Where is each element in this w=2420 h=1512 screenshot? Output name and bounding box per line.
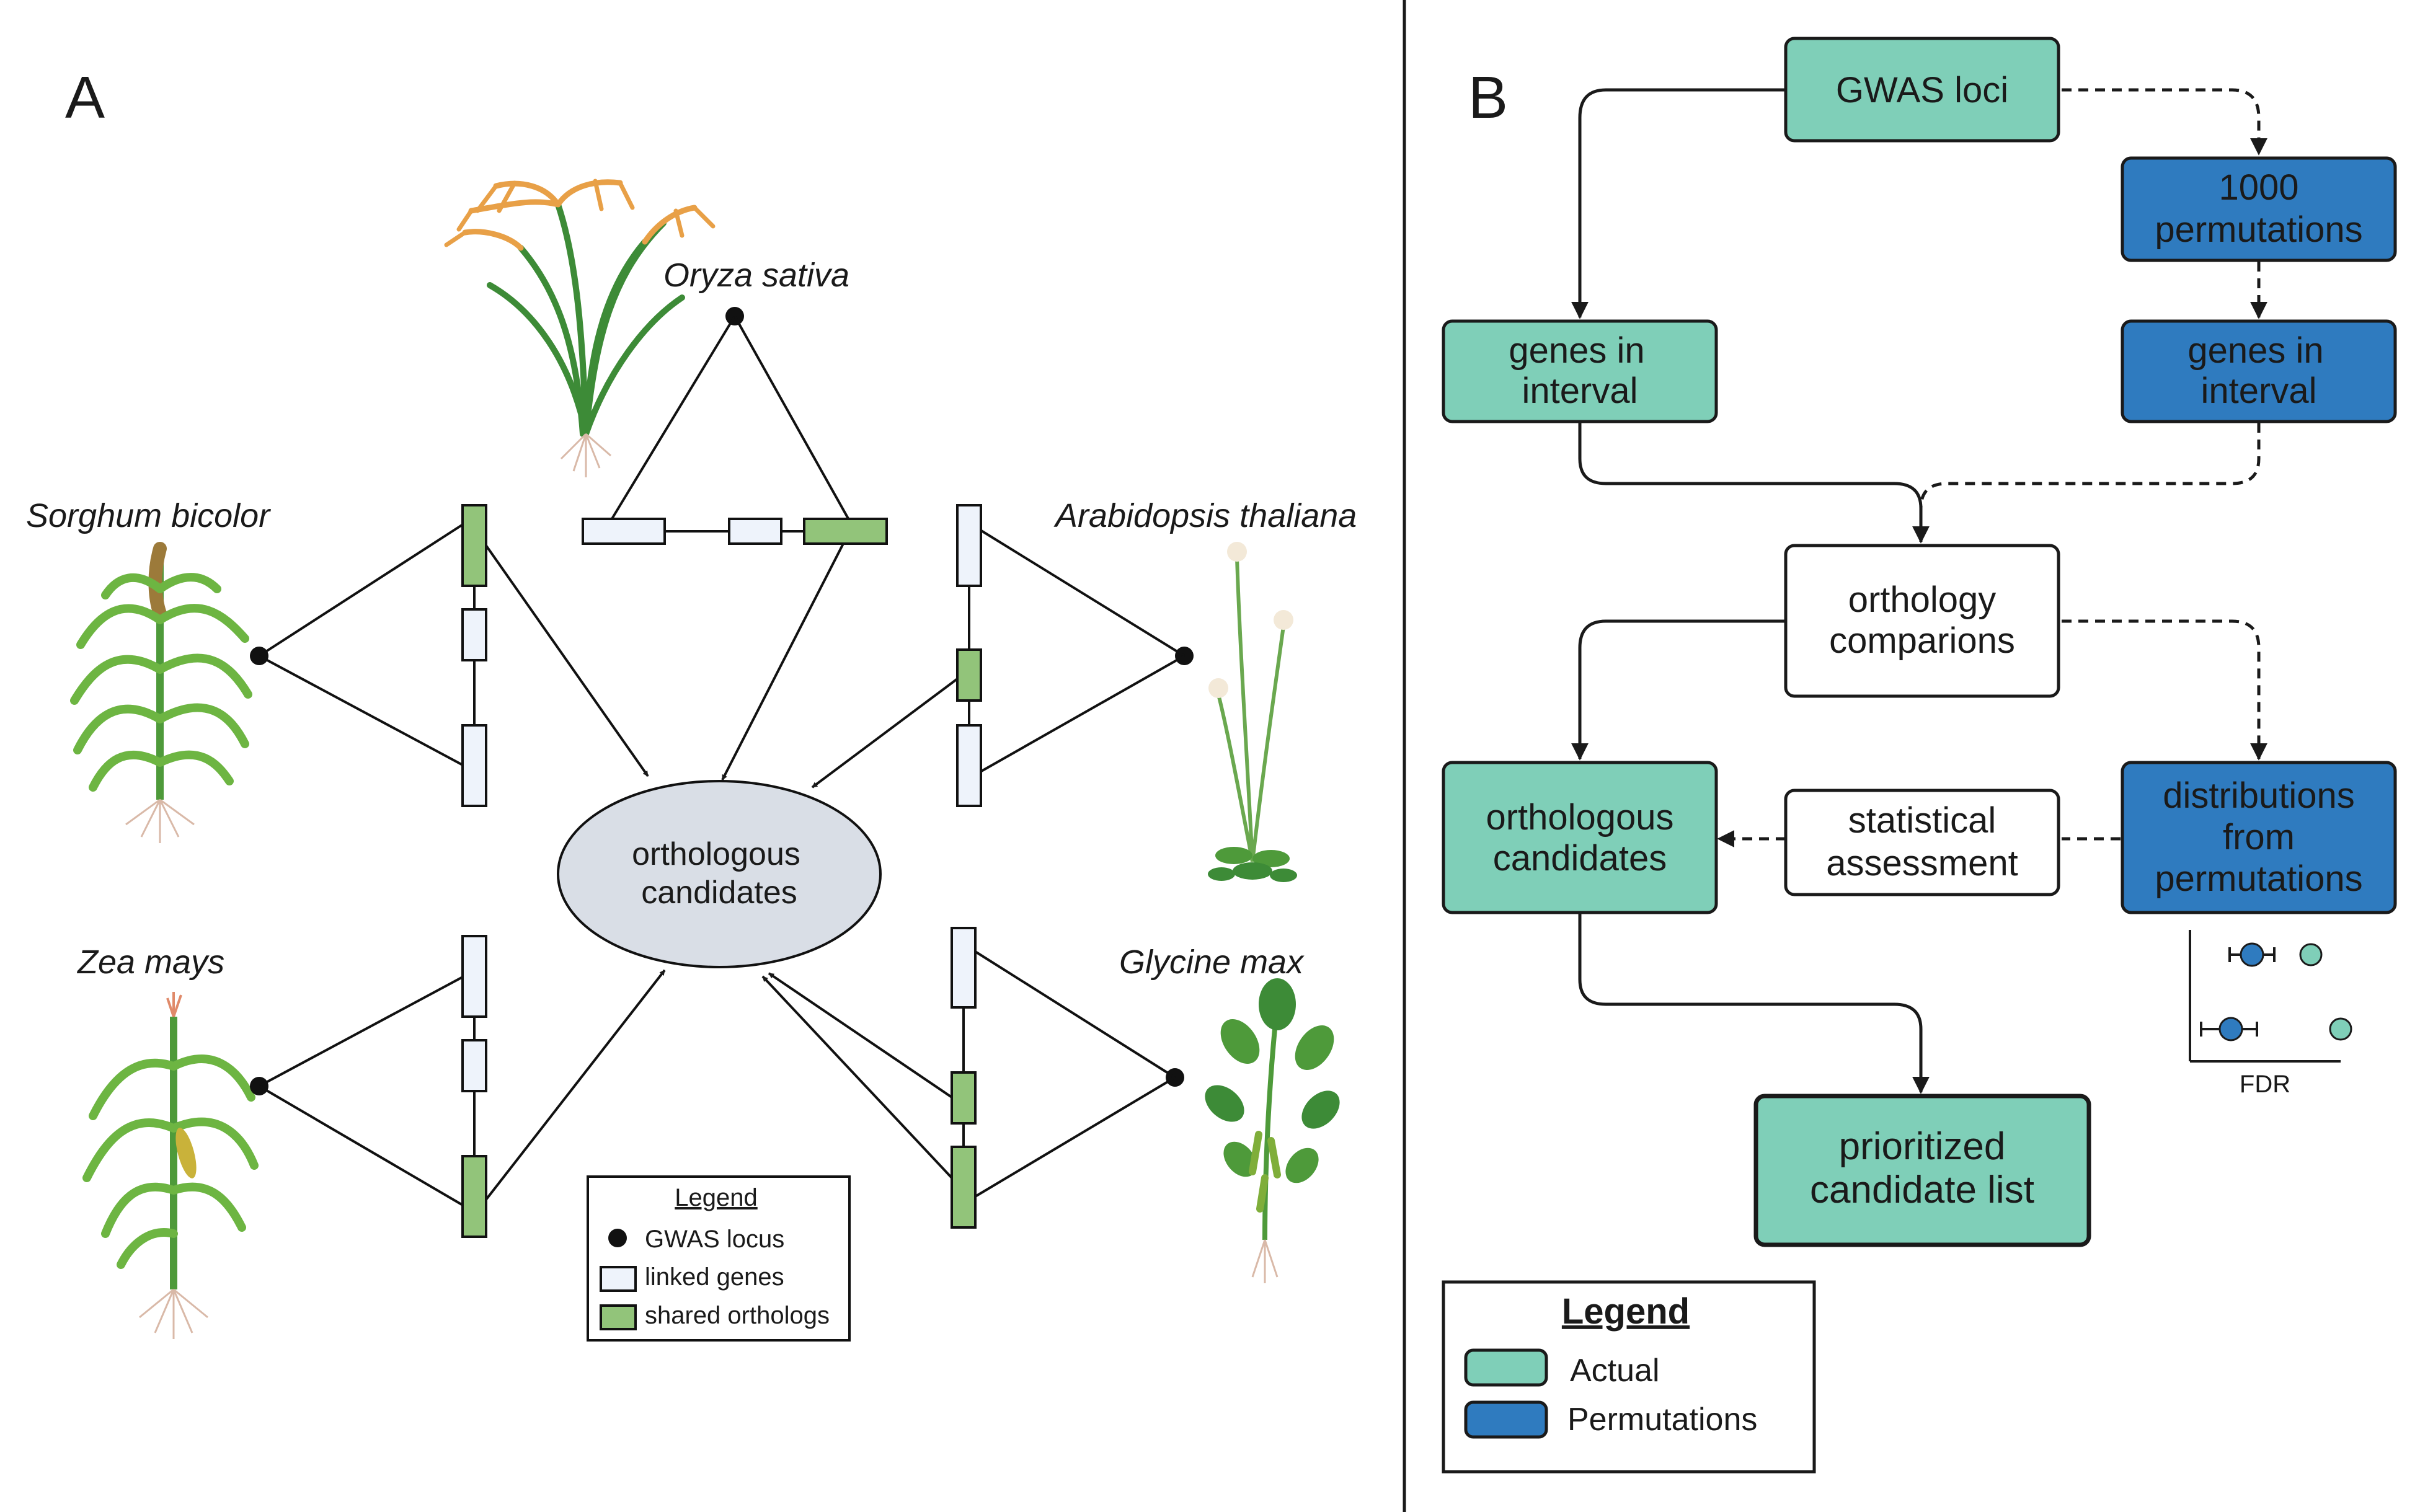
ortho-cand-line2: candidates bbox=[1493, 838, 1667, 878]
panel-a: A Oryza sativa Sorghum bicolor bbox=[26, 64, 1357, 1342]
panel-b: B GWAS loci 1000 permutations bbox=[1442, 37, 2397, 1474]
species-label-zea: Zea mays bbox=[76, 944, 224, 981]
shared-ortholog bbox=[461, 504, 487, 587]
rice-plant-icon bbox=[444, 179, 716, 477]
linked-gene bbox=[956, 504, 982, 587]
species-label-arabidopsis: Arabidopsis thaliana bbox=[1053, 497, 1357, 534]
linked-gene bbox=[461, 608, 487, 661]
shared-ortholog bbox=[461, 1155, 487, 1238]
box-genes-interval-actual: genes in interval bbox=[1442, 319, 1718, 423]
arrow-glycine-to-center-1 bbox=[768, 972, 953, 1099]
box-distributions: distributions from permutations bbox=[2121, 761, 2397, 914]
linked-gene bbox=[582, 518, 666, 545]
legend-b-actual: Actual bbox=[1570, 1353, 1660, 1389]
arabidopsis-cluster: Arabidopsis thaliana bbox=[811, 497, 1357, 882]
linked-gene bbox=[728, 518, 782, 545]
soybean-plant-icon bbox=[1205, 978, 1340, 1283]
legend-gwas-icon bbox=[608, 1229, 627, 1247]
arrow-arabidopsis-to-center bbox=[811, 678, 959, 789]
shared-ortholog bbox=[951, 1071, 977, 1125]
linked-gene bbox=[461, 1039, 487, 1092]
fdr-mini-plot: FDR bbox=[2189, 930, 2352, 1098]
box-permutations: 1000 permutations bbox=[2121, 156, 2397, 262]
prior-line1: prioritized bbox=[1839, 1125, 2006, 1168]
linked-gene bbox=[461, 935, 487, 1018]
linked-gene bbox=[951, 927, 977, 1009]
species-label-sorghum: Sorghum bicolor bbox=[26, 497, 271, 534]
box-statistical-assessment: statistical assessment bbox=[1784, 789, 2060, 896]
genes-actual-line1: genes in bbox=[1509, 330, 1644, 371]
dist-line2: from bbox=[2223, 817, 2295, 857]
stat-line2: assessment bbox=[1826, 843, 2018, 883]
species-label-oryza: Oryza sativa bbox=[663, 257, 849, 294]
species-label-glycine: Glycine max bbox=[1119, 944, 1305, 981]
stat-line1: statistical bbox=[1848, 800, 1997, 841]
dist-line1: distributions bbox=[2163, 776, 2354, 816]
panel-b-legend: Legend Actual Permutations bbox=[1442, 1280, 1816, 1474]
linked-gene bbox=[461, 724, 487, 807]
legend-linked-icon bbox=[600, 1266, 637, 1292]
orthology-line2: comparions bbox=[1829, 621, 2015, 661]
genes-perm-line1: genes in bbox=[2187, 330, 2323, 371]
arrow-oryza-to-center bbox=[721, 543, 844, 780]
gwas-loci-label: GWAS loci bbox=[1836, 70, 2008, 110]
box-orthologous-candidates: orthologous candidates bbox=[1442, 761, 1718, 914]
legend-b-title: Legend bbox=[1562, 1291, 1690, 1332]
orthology-line1: orthology bbox=[1848, 580, 1997, 620]
box-prioritized-list: prioritized candidate list bbox=[1753, 1094, 2091, 1247]
ortho-cand-line1: orthologous bbox=[1486, 797, 1673, 838]
center-label-line2: candidates bbox=[641, 875, 797, 911]
shared-ortholog bbox=[956, 648, 982, 702]
genes-actual-line2: interval bbox=[1522, 371, 1638, 411]
center-orthologous-candidates: orthologous candidates bbox=[557, 780, 882, 968]
box-gwas-loci: GWAS loci bbox=[1784, 37, 2060, 143]
legend-a-gwas: GWAS locus bbox=[645, 1226, 784, 1253]
sorghum-cluster: Sorghum bicolor bbox=[26, 497, 649, 843]
shared-ortholog bbox=[803, 518, 888, 545]
genes-perm-line2: interval bbox=[2201, 371, 2317, 411]
arrow-glycine-to-center-2 bbox=[761, 975, 953, 1179]
permutations-line2: permutations bbox=[2155, 210, 2362, 250]
glycine-cluster: Glycine max bbox=[761, 927, 1340, 1283]
panel-a-legend: Legend GWAS locus linked genes shared or… bbox=[587, 1175, 851, 1342]
zea-cluster: Zea mays bbox=[76, 935, 666, 1339]
sorghum-plant-icon bbox=[70, 542, 252, 843]
box-orthology-comparions: orthology comparions bbox=[1784, 544, 2060, 698]
dist-line3: permutations bbox=[2155, 859, 2362, 899]
legend-permutations-swatch bbox=[1464, 1400, 1548, 1439]
panel-b-label: B bbox=[1468, 64, 1508, 131]
legend-shared-icon bbox=[600, 1304, 637, 1330]
arrow-sorghum-to-center bbox=[485, 544, 649, 777]
arabidopsis-plant-icon bbox=[1208, 542, 1297, 882]
arrow-zea-to-center bbox=[485, 969, 666, 1201]
legend-a-shared: shared orthologs bbox=[645, 1302, 830, 1329]
legend-b-permutations: Permutations bbox=[1567, 1402, 1757, 1438]
fdr-label: FDR bbox=[2240, 1071, 2290, 1098]
legend-a-title: Legend bbox=[675, 1184, 757, 1211]
linked-gene bbox=[956, 724, 982, 807]
legend-actual-swatch bbox=[1464, 1348, 1548, 1387]
prior-line2: candidate list bbox=[1810, 1169, 2034, 1211]
panel-a-label: A bbox=[65, 64, 105, 131]
legend-a-linked: linked genes bbox=[645, 1263, 784, 1291]
oryza-cluster: Oryza sativa bbox=[444, 179, 888, 780]
box-genes-interval-perm: genes in interval bbox=[2121, 319, 2397, 423]
flow-connectors bbox=[1571, 88, 2267, 1094]
shared-ortholog bbox=[951, 1146, 977, 1229]
permutations-line1: 1000 bbox=[2218, 167, 2298, 208]
maize-plant-icon bbox=[82, 992, 259, 1339]
center-label-line1: orthologous bbox=[632, 836, 800, 872]
